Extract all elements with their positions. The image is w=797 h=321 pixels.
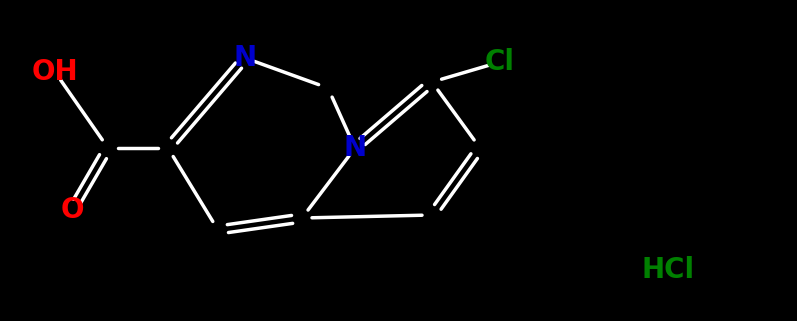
Text: N: N	[344, 134, 367, 162]
Text: OH: OH	[32, 58, 78, 86]
Text: HCl: HCl	[642, 256, 694, 284]
Text: Cl: Cl	[485, 48, 515, 76]
Text: N: N	[234, 44, 257, 72]
Text: O: O	[61, 196, 84, 224]
